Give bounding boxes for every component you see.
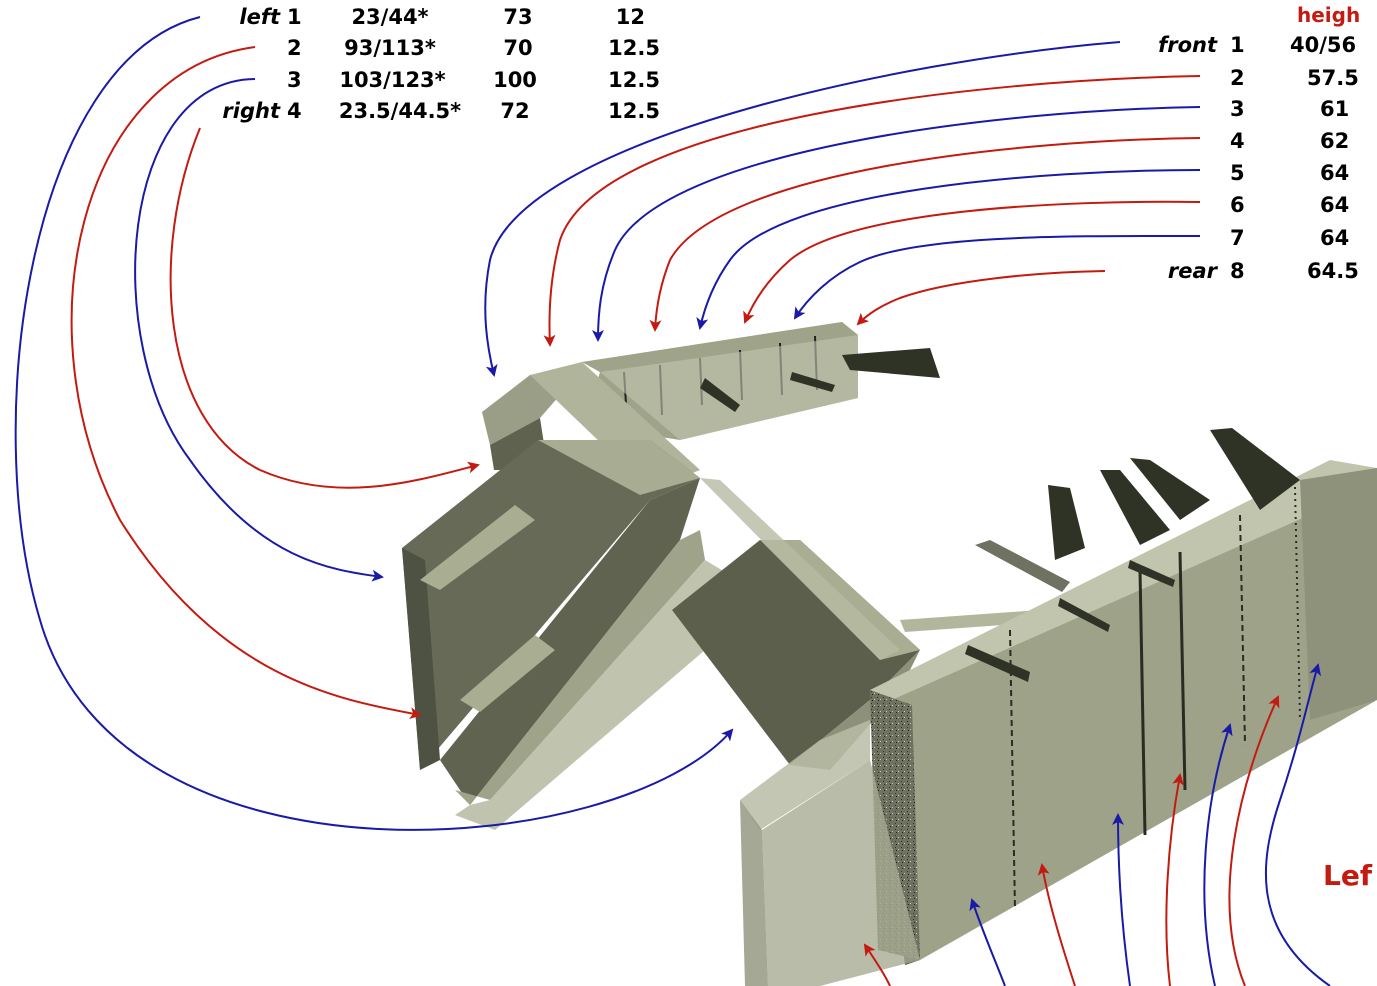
model-front-left-panel	[672, 478, 1045, 770]
caption-text: Lef	[1323, 859, 1373, 892]
right-row-3-height: 61	[1320, 97, 1350, 121]
arrow-rear-8	[856, 270, 1106, 326]
rear-slab-1	[842, 348, 940, 378]
right-row-4-n: 4	[1230, 129, 1245, 153]
model-front-slabs	[975, 428, 1300, 592]
left-row-1-thick: 12	[615, 5, 645, 29]
left-row-4-n: 4	[287, 99, 302, 123]
arrow-front-7	[793, 234, 1201, 320]
left-row-2-thick: 12.5	[608, 36, 660, 60]
arrows-left-table	[14, 16, 734, 831]
left-row-1-side: left	[239, 5, 280, 29]
right-row-6-n: 6	[1230, 193, 1245, 217]
left-row-2-span: 93/113*	[344, 36, 436, 60]
right-row-3-n: 3	[1230, 97, 1245, 121]
model-front-structure	[870, 460, 1377, 965]
arrow-front-5	[696, 169, 1201, 330]
right-row-2-height: 57.5	[1307, 66, 1359, 90]
model-front-transparent-block	[740, 720, 920, 986]
left-row-2-n: 2	[287, 36, 302, 60]
right-row-4-height: 62	[1320, 129, 1350, 153]
right-table-header: heigh	[1297, 3, 1361, 27]
left-row-1-width: 73	[503, 5, 533, 29]
left-row-1-span: 23/44*	[351, 5, 429, 29]
arrow-left-4	[169, 127, 480, 489]
arrows-right-table-top	[484, 41, 1201, 377]
right-row-8-n: 8	[1230, 259, 1245, 283]
model-rear-structure	[582, 322, 940, 440]
right-row-8-height: 64.5	[1307, 259, 1359, 283]
rear-floor	[600, 335, 858, 440]
model-left-panels	[402, 440, 740, 830]
right-row-1-n: 1	[1230, 33, 1245, 57]
left-row-3-n: 3	[287, 68, 302, 92]
arrow-front-1	[484, 41, 1121, 377]
right-row-1-height: 40/56	[1290, 33, 1357, 57]
arrow-front-3	[592, 106, 1201, 342]
left-row-3-thick: 12.5	[608, 68, 660, 92]
rear-slab-2	[700, 378, 740, 412]
left-row-1-n: 1	[287, 5, 302, 29]
arrow-left-1	[14, 16, 734, 831]
right-row-5-height: 64	[1320, 161, 1350, 185]
arrows-bottom	[863, 663, 1331, 986]
rear-slab-3	[790, 372, 835, 392]
left-row-3-width: 100	[493, 68, 537, 92]
right-row-2-n: 2	[1230, 66, 1245, 90]
right-row-6-height: 64	[1320, 193, 1350, 217]
right-row-1-side: front	[1158, 33, 1217, 57]
right-row-7-height: 64	[1320, 226, 1350, 250]
arrow-front-6	[743, 200, 1201, 324]
left-row-4-span: 23.5/44.5*	[338, 99, 462, 123]
left-row-2-width: 70	[503, 36, 533, 60]
left-row-4-width: 72	[500, 99, 530, 123]
right-row-7-n: 7	[1230, 226, 1245, 250]
right-row-8-side: rear	[1167, 259, 1217, 283]
arrow-left-2	[70, 46, 422, 720]
left-row-4-side: right	[222, 99, 280, 123]
left-row-3-span: 103/123*	[339, 68, 446, 92]
arrow-left-3	[134, 78, 384, 582]
arrow-front-2	[543, 75, 1201, 347]
left-row-4-thick: 12.5	[608, 99, 660, 123]
arrow-front-4	[649, 137, 1201, 332]
right-row-5-n: 5	[1230, 161, 1245, 185]
